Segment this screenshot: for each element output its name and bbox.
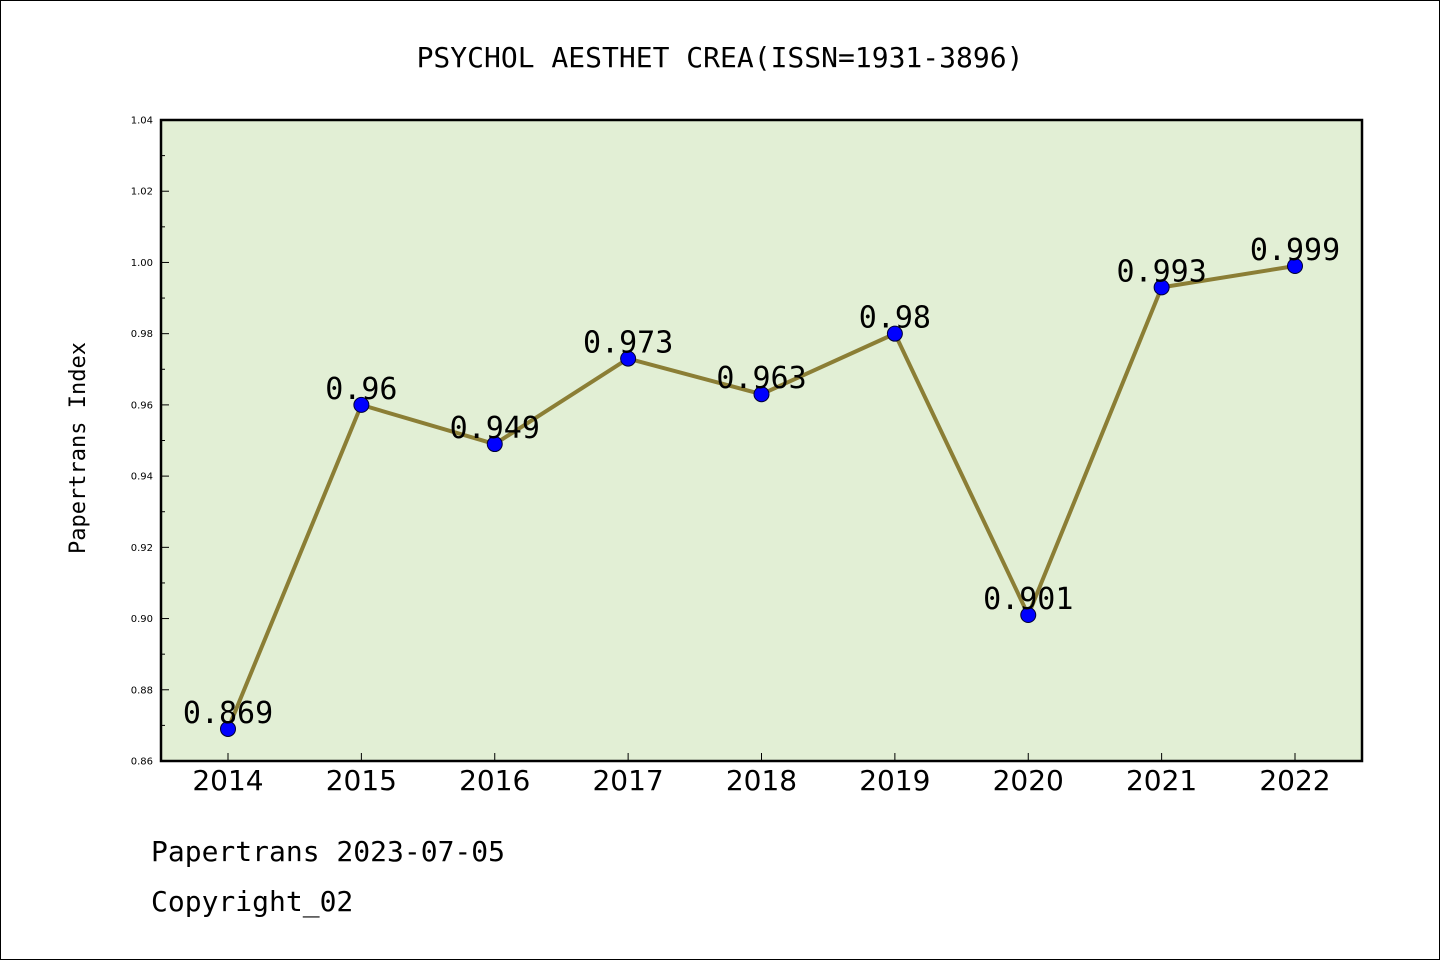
y-tick-label: 0.90: [131, 614, 153, 625]
y-tick-label: 0.92: [131, 543, 153, 554]
data-point: [1020, 606, 1037, 623]
y-tick-label: 0.96: [131, 400, 153, 411]
x-tick-label: 2020: [993, 764, 1064, 797]
x-tick-label: 2017: [592, 764, 663, 797]
plot-area: [159, 118, 1364, 763]
x-tick-label: 2018: [726, 764, 797, 797]
data-point: [1153, 279, 1170, 296]
series-line-group: [220, 258, 1303, 737]
footer-date: Papertrans 2023-07-05: [151, 835, 506, 868]
x-tick-label: 2016: [459, 764, 530, 797]
y-axis-label: Papertrans Index: [66, 342, 91, 554]
x-tick-label: 2019: [859, 764, 930, 797]
data-label: 0.901: [983, 582, 1073, 617]
footer-copyright: Copyright_02: [151, 885, 354, 918]
chart-title: PSYCHOL AESTHET CREA(ISSN=1931-3896): [417, 41, 1024, 74]
data-label: 0.949: [450, 411, 540, 446]
y-tick-label: 0.98: [131, 329, 153, 340]
data-label: 0.98: [859, 301, 931, 336]
data-label: 0.869: [183, 696, 273, 731]
y-tick-label: 1.04: [131, 116, 153, 127]
y-tick-label: 0.86: [131, 757, 153, 768]
data-point: [620, 350, 637, 367]
y-tick-label: 0.88: [131, 685, 153, 696]
x-tick-label: 2014: [192, 764, 263, 797]
x-tick-label: 2022: [1259, 764, 1330, 797]
data-point: [353, 396, 370, 413]
x-tick-label: 2021: [1126, 764, 1197, 797]
data-point: [486, 436, 503, 453]
data-label: 0.993: [1116, 254, 1206, 289]
data-label: 0.973: [583, 326, 673, 361]
data-labels: 0.869 0.96 0.949 0.973 0.963 0.98 0.901 0.993 0.…: [183, 233, 1340, 731]
data-point: [753, 386, 770, 403]
y-axis: 0.86 0.88 0.90 0.92 0.94 0.96 0.98 1.00 1.02 1.04: [131, 116, 169, 768]
y-tick-label: 1.02: [131, 187, 153, 198]
data-point: [1287, 258, 1303, 275]
y-tick-label: 0.94: [131, 472, 153, 483]
data-point: [220, 720, 236, 737]
x-axis: 2014 2015 2016 2017 2018 2019 2020 2021 2022: [192, 753, 1331, 797]
x-tick-label: 2015: [326, 764, 397, 797]
data-label: 0.963: [716, 361, 806, 396]
y-tick-label: 1.00: [131, 258, 153, 269]
data-label: 0.96: [325, 372, 397, 407]
data-point: [886, 325, 903, 342]
data-label: 0.999: [1250, 233, 1340, 268]
